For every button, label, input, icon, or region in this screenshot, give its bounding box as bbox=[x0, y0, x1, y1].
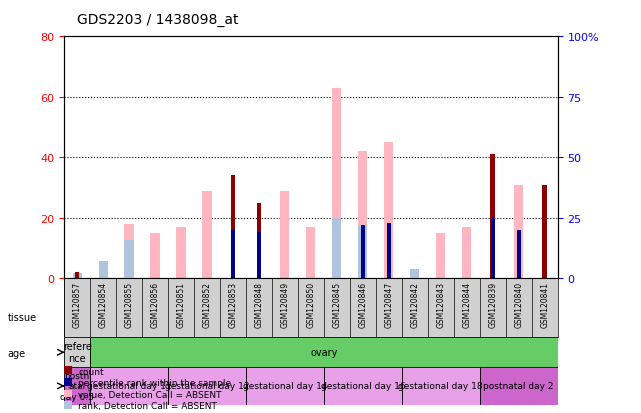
Bar bbox=[384, 143, 394, 279]
Text: postnatal day 2: postnatal day 2 bbox=[483, 382, 554, 390]
Text: GSM120857: GSM120857 bbox=[72, 282, 81, 328]
Bar bbox=[257, 233, 261, 279]
Text: percentile rank within the sample: percentile rank within the sample bbox=[78, 378, 231, 387]
Bar bbox=[124, 224, 133, 279]
Bar bbox=[332, 88, 342, 279]
Bar bbox=[168, 367, 246, 405]
Bar bbox=[490, 155, 495, 279]
Bar bbox=[517, 230, 520, 279]
Bar bbox=[64, 338, 90, 367]
Bar bbox=[462, 227, 471, 279]
Text: GSM120844: GSM120844 bbox=[462, 282, 471, 328]
Text: GSM120845: GSM120845 bbox=[333, 282, 342, 328]
Bar bbox=[124, 240, 133, 279]
Text: rank, Detection Call = ABSENT: rank, Detection Call = ABSENT bbox=[78, 401, 217, 410]
Text: GSM120839: GSM120839 bbox=[488, 282, 497, 328]
Bar bbox=[176, 227, 185, 279]
Bar bbox=[246, 367, 324, 405]
Bar bbox=[387, 223, 390, 279]
Text: GSM120842: GSM120842 bbox=[410, 282, 419, 328]
Bar bbox=[437, 233, 445, 279]
Bar bbox=[90, 367, 168, 405]
Text: value, Detection Call = ABSENT: value, Detection Call = ABSENT bbox=[78, 390, 222, 399]
Text: GSM120848: GSM120848 bbox=[254, 282, 263, 328]
Text: GSM120856: GSM120856 bbox=[151, 282, 160, 328]
Bar bbox=[72, 274, 81, 279]
Text: GSM120849: GSM120849 bbox=[280, 282, 289, 328]
Text: GSM120841: GSM120841 bbox=[540, 282, 549, 328]
Text: postn
atal
day 0.5: postn atal day 0.5 bbox=[60, 371, 94, 401]
Bar bbox=[256, 203, 262, 279]
Text: gestational day 11: gestational day 11 bbox=[87, 382, 171, 390]
Text: gestational day 18: gestational day 18 bbox=[399, 382, 483, 390]
Bar bbox=[491, 218, 495, 279]
Bar bbox=[361, 225, 365, 279]
Bar bbox=[324, 367, 402, 405]
Text: GSM120853: GSM120853 bbox=[228, 282, 237, 328]
Text: GSM120846: GSM120846 bbox=[358, 282, 367, 328]
Bar bbox=[75, 273, 79, 279]
Text: gestational day 12: gestational day 12 bbox=[165, 382, 249, 390]
Bar bbox=[231, 230, 235, 279]
Text: GSM120850: GSM120850 bbox=[306, 282, 315, 328]
Text: tissue: tissue bbox=[8, 312, 37, 322]
Text: age: age bbox=[8, 348, 26, 358]
Bar bbox=[280, 191, 290, 279]
Text: ovary: ovary bbox=[310, 347, 338, 357]
Text: gestational day 14: gestational day 14 bbox=[243, 382, 327, 390]
Bar bbox=[99, 262, 108, 279]
Bar bbox=[64, 367, 90, 405]
Bar bbox=[358, 152, 367, 279]
Text: GSM120847: GSM120847 bbox=[385, 282, 394, 328]
Text: GSM120843: GSM120843 bbox=[437, 282, 445, 328]
Text: gestational day 16: gestational day 16 bbox=[320, 382, 405, 390]
Bar bbox=[479, 367, 558, 405]
Text: GSM120854: GSM120854 bbox=[99, 282, 108, 328]
Bar bbox=[358, 225, 367, 279]
Bar bbox=[306, 227, 315, 279]
Text: GSM120851: GSM120851 bbox=[176, 282, 185, 328]
Bar bbox=[203, 191, 212, 279]
Text: count: count bbox=[78, 367, 104, 375]
Text: GSM120852: GSM120852 bbox=[203, 282, 212, 328]
Text: GSM120840: GSM120840 bbox=[514, 282, 523, 328]
Text: GDS2203 / 1438098_at: GDS2203 / 1438098_at bbox=[77, 13, 238, 27]
Bar bbox=[542, 185, 547, 279]
Bar bbox=[410, 269, 419, 279]
Bar bbox=[231, 176, 235, 279]
Bar bbox=[402, 367, 479, 405]
Text: refere
nce: refere nce bbox=[63, 342, 92, 363]
Bar bbox=[332, 218, 342, 279]
Bar bbox=[514, 185, 523, 279]
Text: GSM120855: GSM120855 bbox=[124, 282, 133, 328]
Bar bbox=[151, 233, 160, 279]
